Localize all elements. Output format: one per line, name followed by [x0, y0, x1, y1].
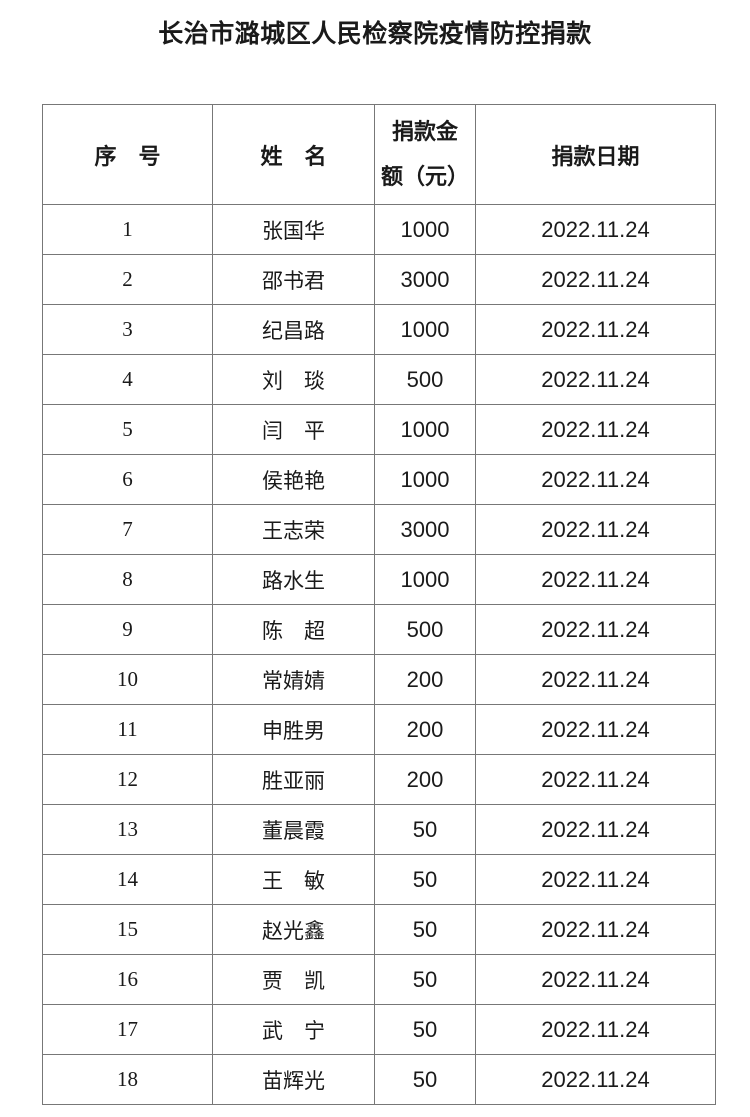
row-name: 赵光鑫 [212, 904, 375, 955]
row-index: 18 [42, 1054, 213, 1105]
row-amount: 3000 [374, 254, 476, 305]
row-amount: 200 [374, 704, 476, 755]
header-amount-line1: 捐款金 [391, 119, 458, 145]
row-index: 2 [42, 254, 213, 305]
donation-table: 序 号 姓 名 捐款金 额（元） 捐款日期 1 张国华 1000 2022.11.24… [42, 104, 716, 1105]
row-amount: 1000 [374, 454, 476, 505]
row-amount: 50 [374, 904, 476, 955]
row-name: 邵书君 [212, 254, 375, 305]
row-name: 闫 平 [212, 404, 375, 455]
row-index: 14 [42, 854, 213, 905]
row-name: 常婧婧 [212, 654, 375, 705]
row-name: 贾 凯 [212, 954, 375, 1005]
row-date: 2022.11.24 [475, 1004, 716, 1055]
row-amount: 50 [374, 954, 476, 1005]
row-name: 胜亚丽 [212, 754, 375, 805]
row-index: 1 [42, 204, 213, 255]
row-index: 3 [42, 304, 213, 355]
row-amount: 1000 [374, 204, 476, 255]
header-amount-line2: 额（元） [380, 164, 469, 190]
row-name: 刘 琰 [212, 354, 375, 405]
row-amount: 200 [374, 654, 476, 705]
row-amount: 500 [374, 604, 476, 655]
row-amount: 50 [374, 1054, 476, 1105]
row-name: 苗辉光 [212, 1054, 375, 1105]
row-amount: 50 [374, 804, 476, 855]
table-row: 15 赵光鑫 50 2022.11.24 [42, 904, 716, 955]
row-date: 2022.11.24 [475, 304, 716, 355]
table-row: 17 武 宁 50 2022.11.24 [42, 1004, 716, 1055]
row-name: 侯艳艳 [212, 454, 375, 505]
row-amount: 500 [374, 354, 476, 405]
table-row: 14 王 敏 50 2022.11.24 [42, 854, 716, 905]
row-index: 5 [42, 404, 213, 455]
row-amount: 1000 [374, 404, 476, 455]
row-index: 8 [42, 554, 213, 605]
row-index: 10 [42, 654, 213, 705]
row-name: 纪昌路 [212, 304, 375, 355]
row-name: 王志荣 [212, 504, 375, 555]
row-amount: 1000 [374, 304, 476, 355]
row-date: 2022.11.24 [475, 354, 716, 405]
header-name: 姓 名 [212, 104, 375, 205]
row-date: 2022.11.24 [475, 854, 716, 905]
row-date: 2022.11.24 [475, 504, 716, 555]
row-date: 2022.11.24 [475, 804, 716, 855]
row-index: 12 [42, 754, 213, 805]
table-row: 13 董晨霞 50 2022.11.24 [42, 804, 716, 855]
row-name: 路水生 [212, 554, 375, 605]
row-name: 陈 超 [212, 604, 375, 655]
table-row: 7 王志荣 3000 2022.11.24 [42, 504, 716, 555]
table-row: 11 申胜男 200 2022.11.24 [42, 704, 716, 755]
row-amount: 50 [374, 1004, 476, 1055]
row-date: 2022.11.24 [475, 204, 716, 255]
row-date: 2022.11.24 [475, 554, 716, 605]
row-name: 张国华 [212, 204, 375, 255]
row-index: 9 [42, 604, 213, 655]
row-index: 17 [42, 1004, 213, 1055]
table-row: 1 张国华 1000 2022.11.24 [42, 204, 716, 255]
table-row: 18 苗辉光 50 2022.11.24 [42, 1054, 716, 1105]
table-row: 3 纪昌路 1000 2022.11.24 [42, 304, 716, 355]
row-index: 16 [42, 954, 213, 1005]
row-date: 2022.11.24 [475, 404, 716, 455]
page-title: 长治市潞城区人民检察院疫情防控捐款 [158, 19, 592, 48]
row-index: 4 [42, 354, 213, 405]
row-name: 申胜男 [212, 704, 375, 755]
row-date: 2022.11.24 [475, 454, 716, 505]
header-date: 捐款日期 [475, 104, 716, 205]
row-date: 2022.11.24 [475, 254, 716, 305]
table-row: 10 常婧婧 200 2022.11.24 [42, 654, 716, 705]
row-name: 王 敏 [212, 854, 375, 905]
row-index: 13 [42, 804, 213, 855]
row-amount: 3000 [374, 504, 476, 555]
row-index: 7 [42, 504, 213, 555]
row-index: 6 [42, 454, 213, 505]
table-row: 6 侯艳艳 1000 2022.11.24 [42, 454, 716, 505]
table-row: 8 路水生 1000 2022.11.24 [42, 554, 716, 605]
row-date: 2022.11.24 [475, 704, 716, 755]
header-amount: 捐款金 额（元） [374, 104, 476, 205]
row-date: 2022.11.24 [475, 754, 716, 805]
row-amount: 200 [374, 754, 476, 805]
row-name: 武 宁 [212, 1004, 375, 1055]
table-row: 2 邵书君 3000 2022.11.24 [42, 254, 716, 305]
row-index: 15 [42, 904, 213, 955]
row-date: 2022.11.24 [475, 954, 716, 1005]
row-date: 2022.11.24 [475, 1054, 716, 1105]
table-row: 12 胜亚丽 200 2022.11.24 [42, 754, 716, 805]
row-date: 2022.11.24 [475, 904, 716, 955]
row-amount: 1000 [374, 554, 476, 605]
row-date: 2022.11.24 [475, 654, 716, 705]
header-index: 序 号 [42, 104, 213, 205]
row-amount: 50 [374, 854, 476, 905]
row-index: 11 [42, 704, 213, 755]
table-row: 16 贾 凯 50 2022.11.24 [42, 954, 716, 1005]
row-date: 2022.11.24 [475, 604, 716, 655]
row-name: 董晨霞 [212, 804, 375, 855]
table-header-row: 序 号 姓 名 捐款金 额（元） 捐款日期 [42, 104, 716, 205]
